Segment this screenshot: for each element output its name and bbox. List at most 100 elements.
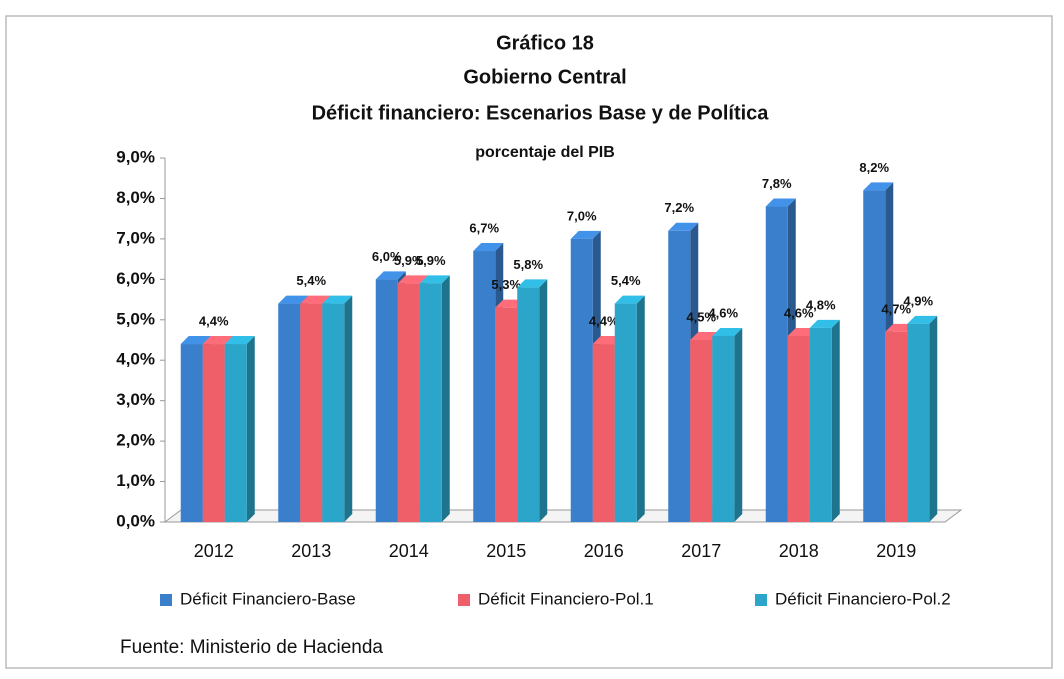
- data-label: 4,5%: [686, 309, 716, 324]
- bar-top: [473, 243, 504, 252]
- y-tick-label: 0,0%: [116, 511, 155, 530]
- bar: [278, 303, 301, 522]
- chart-subtitle: porcentaje del PIB: [475, 144, 615, 161]
- bar-top: [322, 295, 353, 304]
- y-tick-label: 9,0%: [116, 147, 155, 166]
- x-tick-label: 2012: [194, 541, 234, 561]
- data-label: 6,0%: [372, 249, 402, 264]
- bar-side: [734, 327, 743, 522]
- data-label: 4,4%: [199, 313, 229, 328]
- data-label: 4,9%: [903, 293, 933, 308]
- data-label: 4,4%: [589, 313, 619, 328]
- bar-side: [929, 315, 938, 522]
- bar: [300, 303, 323, 522]
- bar: [787, 335, 810, 522]
- x-tick-label: 2018: [779, 541, 819, 561]
- source-note: Fuente: Ministerio de Hacienda: [120, 637, 383, 658]
- bar: [570, 238, 593, 522]
- data-label: 4,8%: [806, 297, 836, 312]
- y-tick-label: 7,0%: [116, 228, 155, 247]
- bar-top: [907, 315, 938, 324]
- bar: [907, 323, 930, 522]
- bar: [690, 340, 713, 522]
- legend-swatch: [458, 594, 470, 606]
- bar-top: [397, 275, 428, 284]
- bar-side: [831, 319, 840, 522]
- bar: [495, 307, 518, 522]
- x-tick-label: 2015: [486, 541, 526, 561]
- chart-frame: [5, 15, 1053, 669]
- data-label: 5,3%: [491, 277, 521, 292]
- bar: [375, 279, 398, 522]
- x-tick-label: 2013: [291, 541, 331, 561]
- bar: [885, 331, 908, 522]
- bar-top: [863, 182, 894, 191]
- bar: [712, 335, 735, 522]
- bar: [668, 230, 691, 523]
- chart-title: Gráfico 18: [496, 32, 594, 54]
- bar: [224, 344, 247, 522]
- x-tick-label: 2019: [876, 541, 916, 561]
- legend-label: Déficit Financiero-Base: [180, 589, 356, 608]
- x-tick-label: 2017: [681, 541, 721, 561]
- data-label: 5,9%: [394, 253, 424, 268]
- data-label: 5,4%: [296, 273, 326, 288]
- bar-top: [224, 336, 255, 345]
- x-tick-label: 2014: [389, 541, 429, 561]
- bar-top: [570, 230, 601, 239]
- data-label: 4,7%: [881, 301, 911, 316]
- bar-top: [668, 222, 699, 231]
- legend-label: Déficit Financiero-Pol.1: [478, 589, 654, 608]
- data-label: 7,2%: [664, 200, 694, 215]
- bar-top: [375, 271, 406, 280]
- data-label: 7,0%: [567, 208, 597, 223]
- legend-label: Déficit Financiero-Pol.2: [775, 589, 951, 608]
- bar: [517, 287, 540, 522]
- bar-top: [614, 295, 645, 304]
- bar: [419, 283, 442, 522]
- data-label: 7,8%: [762, 176, 792, 191]
- bar: [863, 190, 886, 522]
- data-label: 5,9%: [416, 253, 446, 268]
- bar-side: [441, 275, 450, 522]
- bar-top: [517, 279, 548, 288]
- bar-side: [636, 295, 645, 522]
- bar-top: [809, 319, 840, 328]
- bar-side: [246, 336, 255, 522]
- bar: [202, 344, 225, 522]
- bar: [180, 344, 203, 522]
- bar-top: [202, 336, 233, 345]
- bar-top: [419, 275, 450, 284]
- bar: [473, 251, 496, 522]
- legend-swatch: [160, 594, 172, 606]
- y-tick-label: 3,0%: [116, 390, 155, 409]
- bar: [322, 303, 345, 522]
- data-label: 6,7%: [469, 220, 499, 235]
- y-tick-label: 2,0%: [116, 431, 155, 450]
- bar: [614, 303, 637, 522]
- bar-top: [712, 327, 743, 336]
- y-tick-label: 8,0%: [116, 188, 155, 207]
- chart-title: Déficit financiero: Escenarios Base y de…: [312, 102, 770, 124]
- y-tick-label: 4,0%: [116, 350, 155, 369]
- bar: [809, 327, 832, 522]
- bar-side: [539, 279, 548, 522]
- bar-top: [765, 198, 796, 207]
- data-label: 8,2%: [859, 160, 889, 175]
- bar: [397, 283, 420, 522]
- y-tick-label: 1,0%: [116, 471, 155, 490]
- bar-side: [344, 295, 353, 522]
- y-tick-label: 6,0%: [116, 269, 155, 288]
- y-tick-label: 5,0%: [116, 309, 155, 328]
- chart-title: Gobierno Central: [463, 66, 626, 88]
- x-tick-label: 2016: [584, 541, 624, 561]
- data-label: 4,6%: [708, 305, 738, 320]
- bar-top: [300, 295, 331, 304]
- data-label: 4,6%: [784, 305, 814, 320]
- data-label: 5,8%: [513, 257, 543, 272]
- bar-top: [180, 336, 211, 345]
- bar-top: [278, 295, 309, 304]
- bar: [765, 206, 788, 523]
- legend-swatch: [755, 594, 767, 606]
